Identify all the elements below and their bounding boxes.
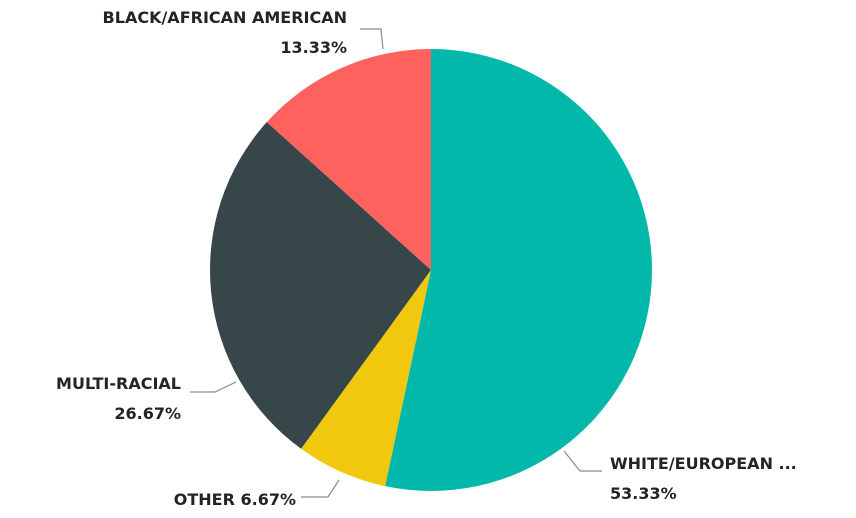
label-black-african-american-value: 13.33% bbox=[280, 38, 347, 57]
label-multi-racial-name: MULTI-RACIAL bbox=[56, 374, 181, 393]
label-other-value: 6.67% bbox=[240, 490, 296, 509]
label-other-name: OTHER bbox=[174, 490, 235, 509]
pie-slice-multi-racial[interactable] bbox=[210, 122, 431, 449]
pie-slice-black-african-american[interactable] bbox=[266, 49, 431, 270]
leader-line-other bbox=[301, 479, 340, 498]
label-multi-racial-value: 26.67% bbox=[114, 404, 181, 423]
leader-line-multi-racial bbox=[190, 381, 237, 393]
leader-line-white-european bbox=[563, 450, 602, 472]
leader-line-black-african-american bbox=[360, 28, 384, 50]
label-other: OTHER 6.67% bbox=[174, 490, 296, 509]
label-black-african-american-name: BLACK/AFRICAN AMERICAN bbox=[103, 8, 347, 27]
pie-slice-other[interactable] bbox=[301, 270, 431, 487]
pie-slices bbox=[210, 49, 653, 492]
label-white-european-value: 53.33% bbox=[610, 484, 677, 503]
pie-slice-white-european[interactable] bbox=[385, 49, 653, 492]
label-white-european-name: WHITE/EUROPEAN ... bbox=[610, 454, 797, 473]
